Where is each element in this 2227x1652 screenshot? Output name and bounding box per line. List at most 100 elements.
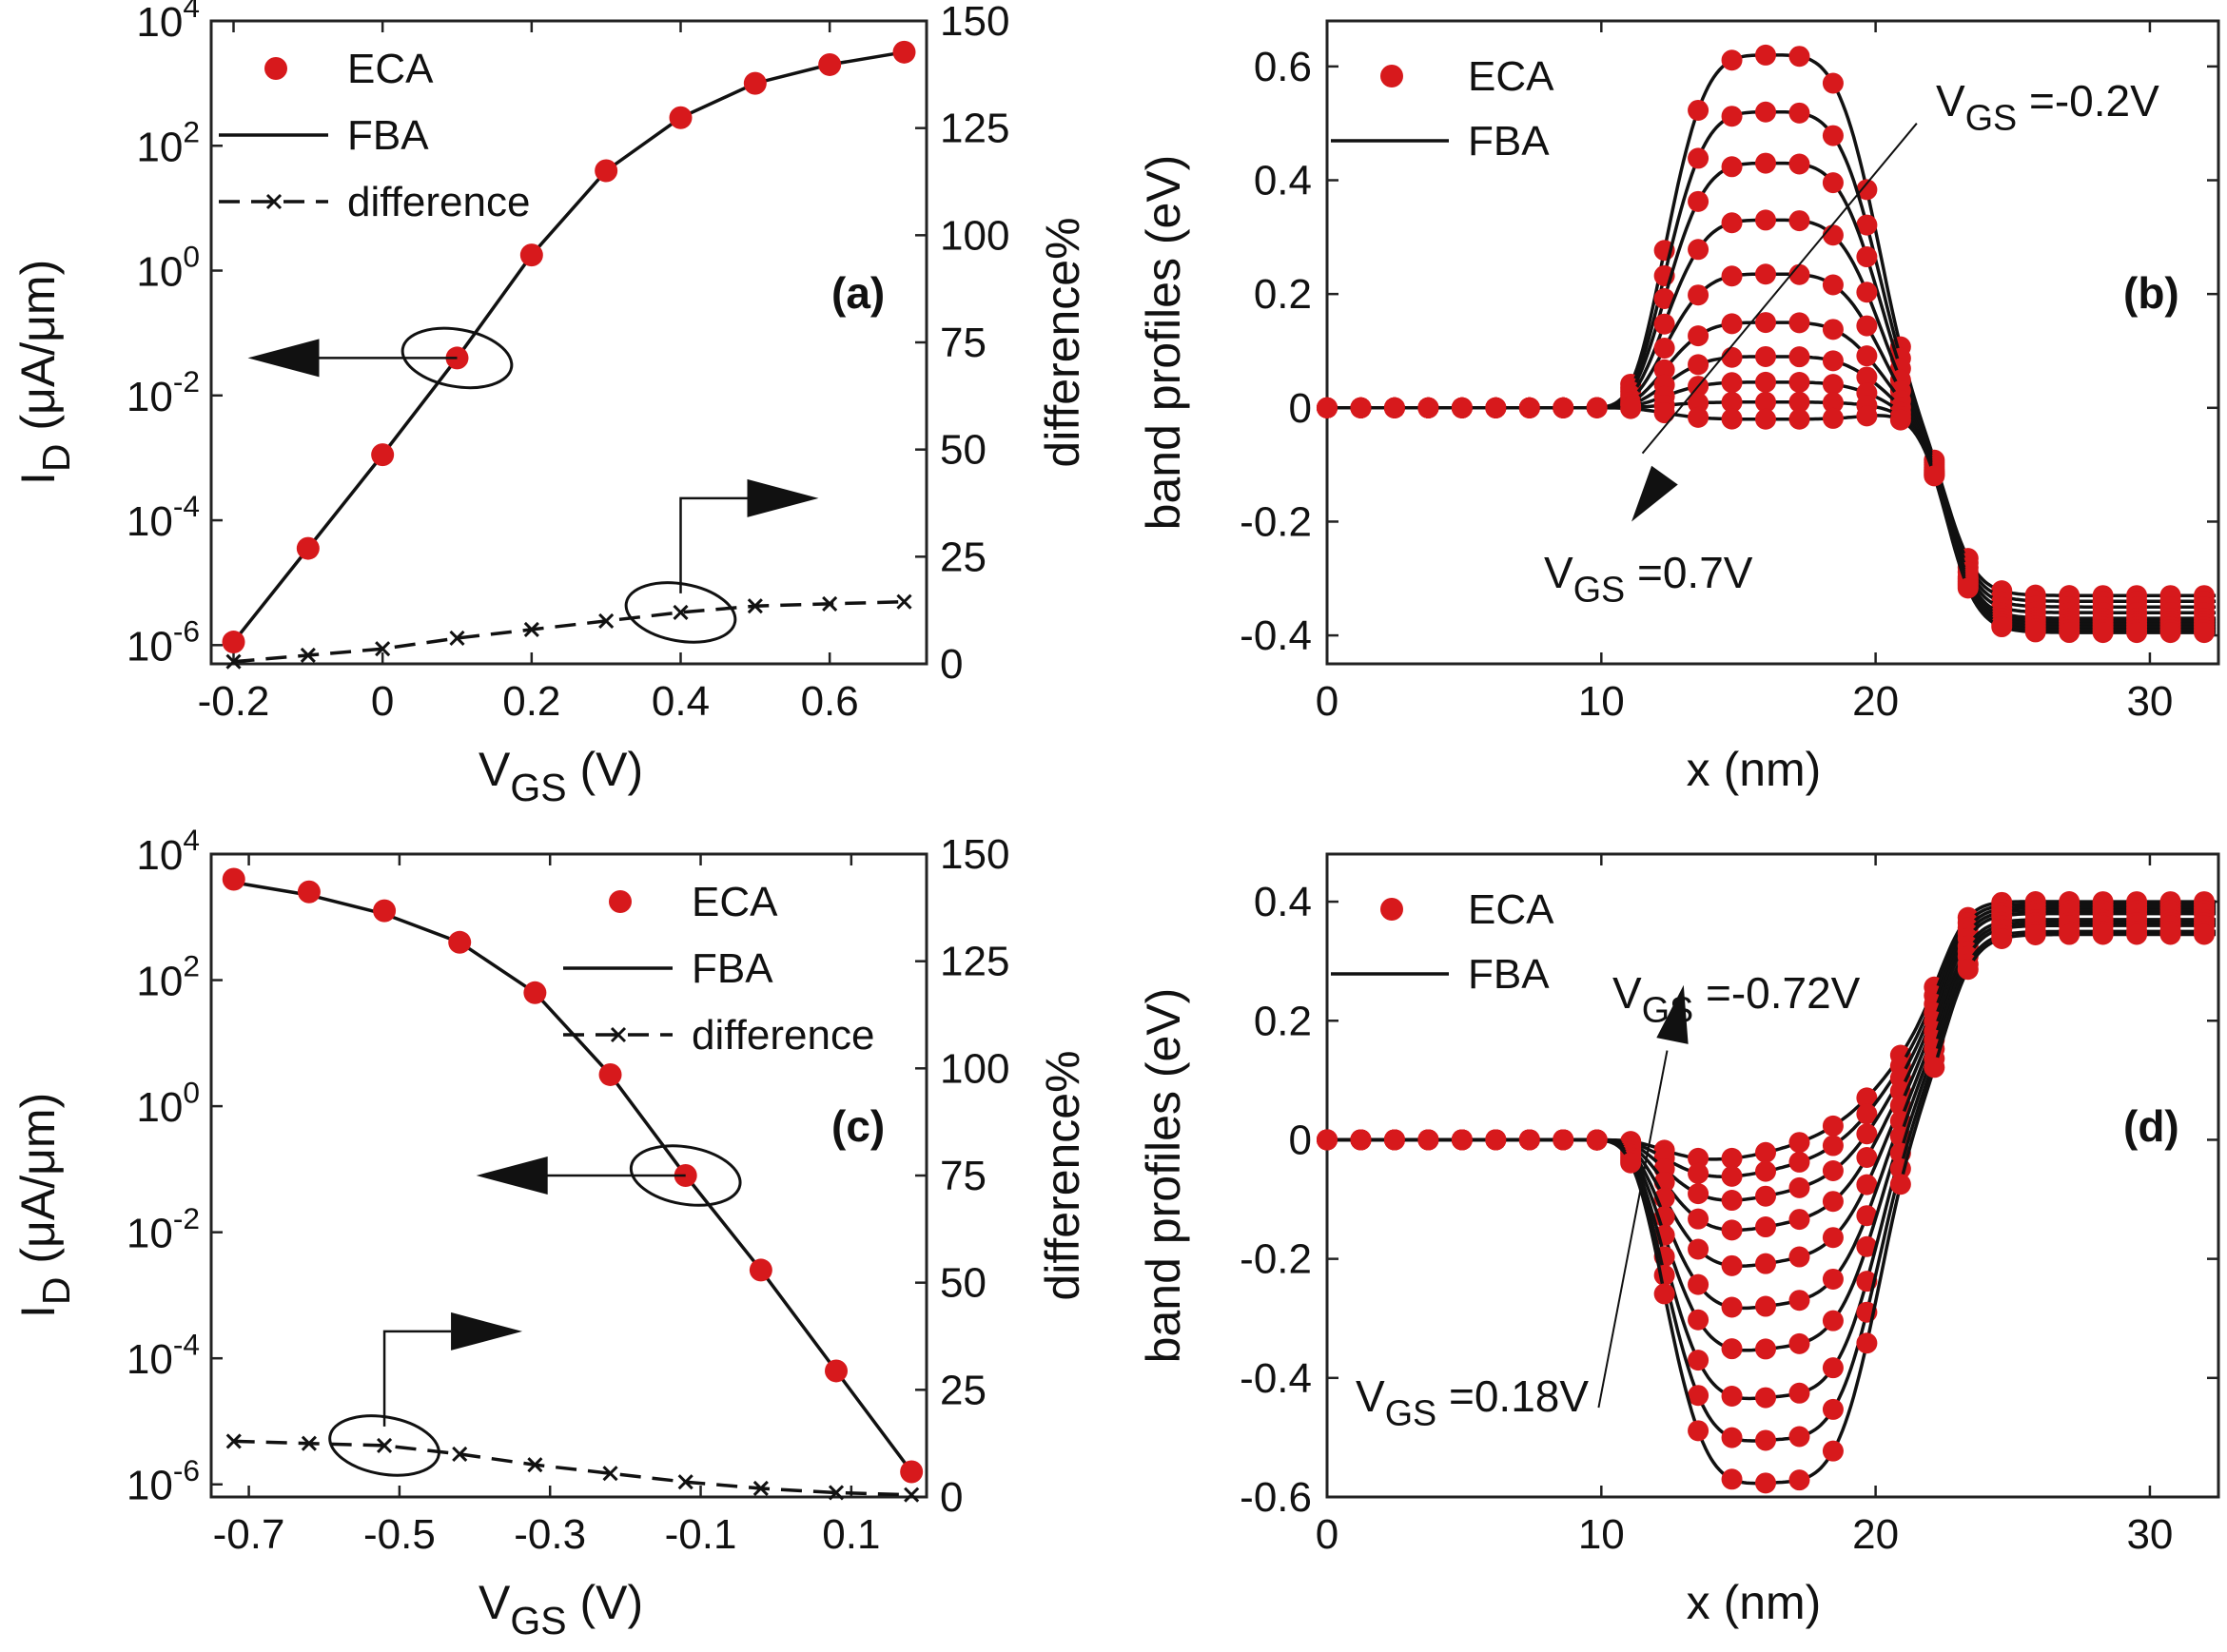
y-axis-label-text: ID (μA/μm) <box>11 260 78 485</box>
y2-tick-label: 75 <box>940 320 987 366</box>
eca-point <box>1822 1310 1844 1331</box>
y2-axis-label-text: difference% <box>1036 1050 1089 1300</box>
difference-point <box>375 641 391 657</box>
y2-axis-label: difference% <box>1036 1050 1089 1300</box>
eca-point <box>2024 621 2046 643</box>
eca-point <box>1688 1350 1709 1371</box>
cross-stroke <box>225 653 242 670</box>
eca-point <box>1653 287 1675 309</box>
eca-point <box>1721 391 1743 413</box>
eca-point <box>1451 1129 1473 1151</box>
cross-stroke <box>527 1457 543 1473</box>
annotation-line <box>679 496 748 593</box>
eca-point <box>1856 246 1878 268</box>
x-tick-label: 0 <box>1316 678 1338 725</box>
eca-point <box>1957 959 1979 981</box>
y2-tick-label: 150 <box>940 0 1009 45</box>
eca-point <box>2194 923 2216 945</box>
eca-point <box>1620 1152 1642 1174</box>
difference-point <box>677 1474 693 1490</box>
eca-point <box>1721 1338 1743 1360</box>
eca-point <box>1755 1429 1777 1451</box>
eca-point <box>222 867 245 891</box>
x-tick-label: 0 <box>371 678 394 725</box>
difference-line <box>233 599 905 664</box>
eca-point <box>519 243 543 267</box>
eca-point <box>1822 1115 1844 1137</box>
annotation-ellipse <box>624 581 737 644</box>
legend-fba-label: FBA <box>347 112 429 159</box>
eca-point <box>1822 1440 1844 1462</box>
y-axis-label: ID (μA/μm) <box>11 260 78 485</box>
fba-curve <box>1327 321 2217 623</box>
difference-point <box>602 1466 618 1482</box>
eca-point <box>1721 106 1743 127</box>
eca-point <box>1856 179 1878 201</box>
difference-point <box>377 1437 393 1453</box>
eca-point <box>1788 1209 1810 1231</box>
eca-point <box>1653 359 1675 380</box>
eca-point <box>1856 1174 1878 1195</box>
legend-fba-label: FBA <box>1468 118 1550 165</box>
legend-eca-label: ECA <box>692 879 778 925</box>
eca-point <box>2159 923 2181 945</box>
eca-point <box>1317 397 1338 418</box>
eca-point <box>1553 397 1574 418</box>
y-tick-label: 10-2 <box>127 1201 200 1257</box>
difference-point <box>673 604 689 620</box>
eca-point <box>1788 263 1810 285</box>
fba-curve <box>1327 911 2217 1268</box>
y-tick-label: 10-4 <box>127 1327 200 1383</box>
eca-point <box>1788 346 1810 368</box>
annotation-ellipse <box>328 1414 440 1477</box>
eca-point <box>2059 923 2080 945</box>
eca-point <box>1755 1185 1777 1207</box>
fba-line <box>233 881 913 1473</box>
eca-point <box>1991 928 2013 950</box>
eca-point <box>1822 1160 1844 1182</box>
eca-point <box>1721 1147 1743 1169</box>
annotation-ellipse <box>629 1144 742 1207</box>
cross-stroke <box>452 1446 468 1462</box>
legend-eca-label: ECA <box>1468 886 1554 933</box>
x-axis-label: x (nm) <box>1687 743 1822 796</box>
x-tick-label: 0.4 <box>652 678 710 725</box>
y2-tick-label: 0 <box>940 1474 963 1521</box>
eca-point <box>1755 345 1777 367</box>
cross-stroke <box>677 1474 693 1490</box>
y-axis-label: band profiles (eV) <box>1137 988 1190 1364</box>
fba-curve <box>1327 908 2217 1233</box>
axes-frame-d <box>1325 852 2220 1499</box>
eca-point <box>1653 313 1675 335</box>
y-tick-label: 0.6 <box>1254 44 1312 90</box>
y-tick-label: 10-6 <box>127 1453 200 1509</box>
difference-point <box>752 1480 769 1497</box>
eca-point <box>1721 372 1743 394</box>
y2-axis-label: difference% <box>1036 217 1089 467</box>
eca-point <box>1721 1468 1743 1490</box>
y-axis-label: band profiles (eV) <box>1137 155 1190 531</box>
eca-point <box>1856 282 1878 303</box>
axes-frame-b <box>1325 19 2220 666</box>
y2-tick-label: 100 <box>940 1045 1009 1092</box>
eca-point <box>222 631 245 654</box>
eca-point <box>2126 622 2148 644</box>
eca-point <box>1856 405 1878 427</box>
eca-point <box>2159 622 2181 644</box>
eca-point <box>1688 1162 1709 1184</box>
eca-point <box>1721 212 1743 234</box>
eca-point <box>1755 312 1777 334</box>
cross-stroke <box>610 1026 627 1043</box>
annotation-bottom: VGS =0.7V <box>1544 548 1753 610</box>
x-tick-label: 10 <box>1578 678 1625 725</box>
eca-point <box>1822 1357 1844 1379</box>
eca-point <box>2024 923 2046 945</box>
eca-point <box>1755 44 1777 66</box>
eca-point <box>1788 153 1810 175</box>
y-tick-label: -0.6 <box>1240 1474 1312 1521</box>
y-tick-label: -0.2 <box>1240 1236 1312 1283</box>
eca-point <box>2059 622 2080 644</box>
x-tick-label: -0.3 <box>514 1511 586 1558</box>
difference-line <box>233 1439 912 1497</box>
